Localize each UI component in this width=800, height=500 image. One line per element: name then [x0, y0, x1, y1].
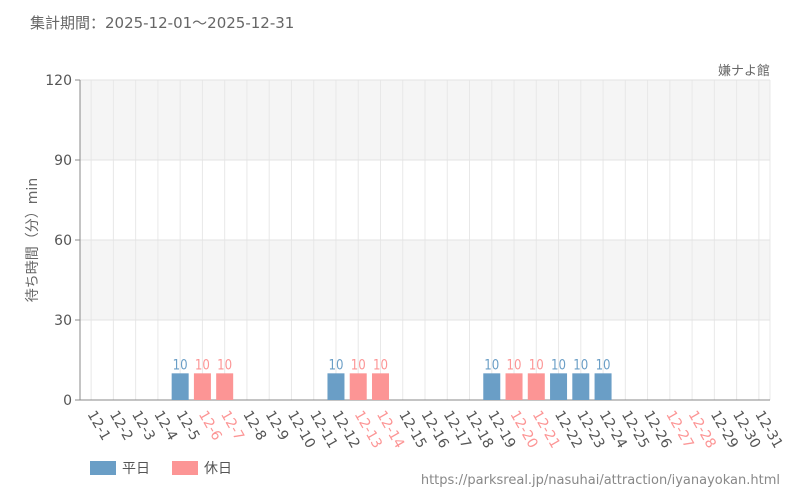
legend-holiday-label: 休日: [204, 461, 232, 477]
bar-value-label: 10: [484, 357, 499, 373]
bar-value-label: 10: [551, 357, 566, 373]
legend-holiday-swatch: [172, 461, 198, 475]
bar: [371, 373, 389, 400]
attraction-name: 嫌ナよ館: [717, 64, 770, 79]
bar-value-label: 10: [573, 357, 588, 373]
bar-value-label: 10: [173, 357, 188, 373]
bar: [483, 373, 501, 400]
bar: [216, 373, 234, 400]
legend-weekday-label: 平日: [122, 461, 150, 477]
bar: [171, 373, 189, 400]
bar: [550, 373, 568, 400]
bar: [349, 373, 367, 400]
legend: 平日 休日: [90, 458, 254, 478]
y-tick-label: 0: [63, 393, 72, 409]
legend-holiday: 休日: [172, 458, 232, 478]
bar: [505, 373, 523, 400]
bar: [594, 373, 612, 400]
legend-weekday: 平日: [90, 458, 150, 478]
bar: [327, 373, 345, 400]
bar-value-label: 10: [195, 357, 210, 373]
y-tick-label: 30: [54, 313, 72, 329]
bar-value-label: 10: [507, 357, 522, 373]
y-tick-label: 120: [45, 73, 72, 89]
bar-value-label: 10: [328, 357, 343, 373]
bar: [193, 373, 211, 400]
bar-value-label: 10: [596, 357, 611, 373]
y-tick-label: 90: [54, 153, 72, 169]
source-link[interactable]: https://parksreal.jp/nasuhai/attraction/…: [420, 473, 780, 488]
bar-value-label: 10: [217, 357, 232, 373]
bar-value-label: 10: [529, 357, 544, 373]
bar: [572, 373, 590, 400]
period-label: 集計期間：2025-12-01～2025-12-31: [30, 14, 295, 32]
bar-value-label: 10: [351, 357, 366, 373]
bar-value-label: 10: [373, 357, 388, 373]
y-tick-label: 60: [54, 233, 72, 249]
bar: [527, 373, 545, 400]
legend-weekday-swatch: [90, 461, 116, 475]
